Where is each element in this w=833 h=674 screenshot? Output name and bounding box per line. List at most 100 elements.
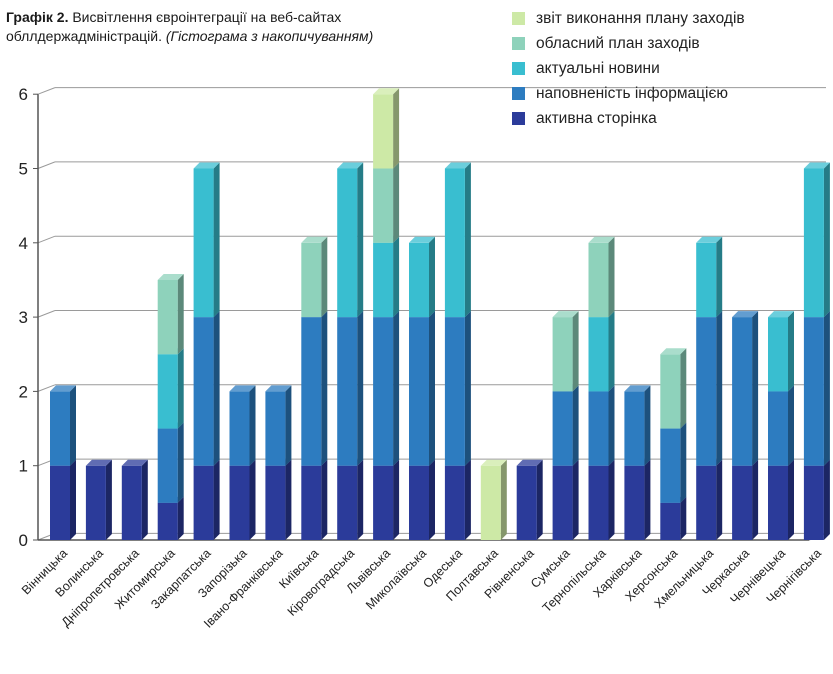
bar-front <box>588 391 609 466</box>
bar-side <box>357 162 364 318</box>
bar-segment <box>444 311 471 466</box>
bar-front <box>373 465 394 540</box>
bar-segment <box>444 459 471 540</box>
bar-stack <box>157 273 184 540</box>
bar-segment <box>660 348 687 429</box>
bar-front <box>803 465 824 540</box>
bar-top <box>85 459 112 466</box>
bar-side <box>572 459 579 540</box>
bar-top <box>768 311 794 318</box>
bar-side <box>464 311 471 466</box>
bar-segment <box>588 459 615 540</box>
y-tick-label: 0 <box>19 531 28 550</box>
bar-segment <box>444 162 471 318</box>
bar-stack <box>660 348 687 540</box>
bar-side <box>608 236 615 318</box>
legend-swatch <box>512 112 525 125</box>
bar-side <box>213 162 220 318</box>
bar-segment <box>337 311 364 466</box>
y-tick-label: 1 <box>19 457 28 476</box>
bar-segment <box>301 236 328 318</box>
bar-stack <box>624 385 651 540</box>
bar-segment <box>193 162 220 318</box>
bar-segment <box>588 236 615 318</box>
bar-front <box>193 317 214 466</box>
bar-segment <box>803 311 830 466</box>
bar-side <box>177 496 184 540</box>
bar-side <box>321 311 328 466</box>
gridline-connector <box>37 161 56 169</box>
bar-segment <box>373 459 400 540</box>
bar-segment <box>50 385 76 466</box>
bar-segment <box>409 311 435 466</box>
bar-side <box>429 459 435 540</box>
bar-side <box>644 385 651 466</box>
bar-side <box>823 311 830 466</box>
bar-front <box>803 168 824 318</box>
bar-segment <box>50 459 76 540</box>
y-tick-label: 2 <box>19 382 28 401</box>
bar-side <box>249 459 256 540</box>
bar-front <box>768 317 788 392</box>
bar-segment <box>768 385 794 466</box>
bars <box>50 88 830 540</box>
bar-segment <box>193 311 220 466</box>
bar-front <box>265 391 286 466</box>
legend-item: звіт виконання плану заходів <box>512 6 745 31</box>
bar-segment <box>85 459 112 540</box>
bar-side <box>788 459 794 540</box>
bar-front <box>265 465 286 540</box>
bar-segment <box>516 459 543 540</box>
bar-stack <box>409 236 435 540</box>
bar-top <box>624 385 651 392</box>
bar-front <box>157 428 178 503</box>
bar-side <box>788 311 794 392</box>
bar-top <box>229 385 256 392</box>
legend-swatch <box>512 37 525 50</box>
bar-segment <box>157 496 184 540</box>
bar-side <box>213 459 220 540</box>
bar-side <box>105 459 112 540</box>
bar-segment <box>552 311 579 392</box>
bar-stack <box>121 459 148 540</box>
bar-top <box>696 236 723 243</box>
bar-stack <box>516 459 543 540</box>
bar-side <box>70 459 76 540</box>
bar-side <box>393 459 400 540</box>
bar-side <box>680 348 687 429</box>
bar-side <box>823 162 830 318</box>
bar-top <box>337 162 364 169</box>
bar-side <box>536 459 543 540</box>
bar-front <box>588 317 609 392</box>
bar-segment <box>301 459 328 540</box>
bar-segment <box>157 422 184 503</box>
bar-segment <box>337 162 364 318</box>
bar-segment <box>696 459 723 540</box>
bar-side <box>321 236 328 318</box>
bar-front <box>373 242 394 318</box>
bar-front <box>229 391 250 466</box>
bar-front <box>768 465 788 540</box>
bar-front <box>409 242 429 318</box>
bar-front <box>660 502 681 540</box>
bar-segment <box>803 162 830 318</box>
bar-segment <box>229 459 256 540</box>
bar-segment <box>301 311 328 466</box>
bar-side <box>393 311 400 466</box>
bar-segment <box>373 311 400 466</box>
gridline-connector <box>37 87 56 95</box>
bar-side <box>285 459 292 540</box>
bar-stack <box>193 162 220 540</box>
bar-stack <box>373 88 400 540</box>
bar-top <box>409 236 435 243</box>
bar-stack <box>768 311 794 540</box>
bar-segment <box>660 422 687 503</box>
bar-top <box>732 311 759 318</box>
chart-title-main: Висвітлення євроінтеграції на веб-сайтах… <box>6 9 342 44</box>
bar-side <box>716 459 723 540</box>
bar-front <box>696 242 717 318</box>
bar-top <box>803 162 830 169</box>
bar-side <box>357 459 364 540</box>
bar-front <box>157 279 178 355</box>
